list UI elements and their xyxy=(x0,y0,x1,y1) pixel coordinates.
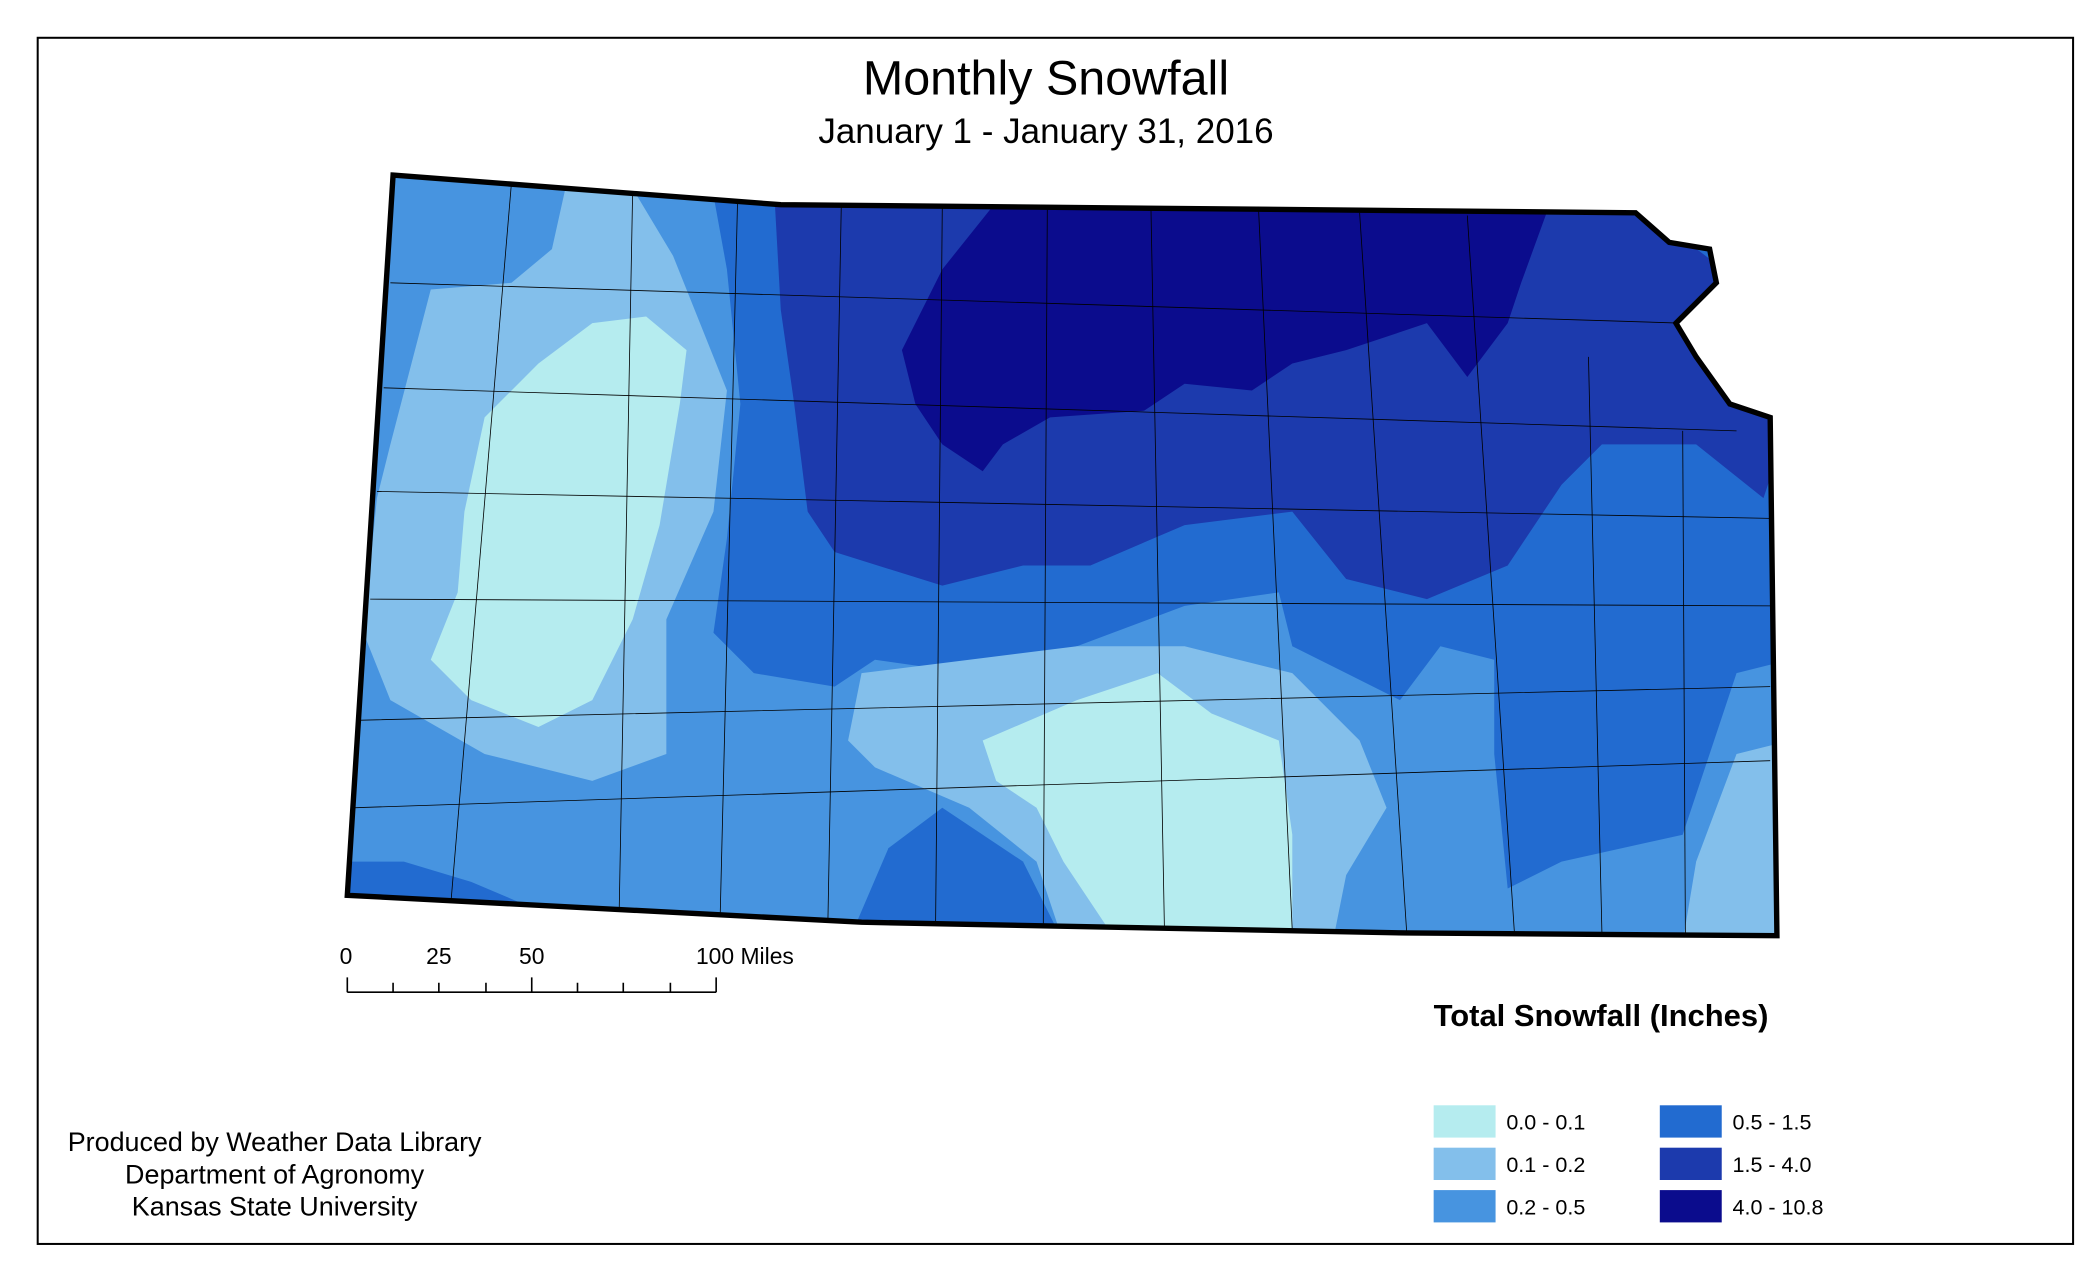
legend-swatch xyxy=(1433,1147,1496,1180)
zone-0.1-0.2-southeast xyxy=(1682,740,1777,936)
legend-label: 4.0 - 10.8 xyxy=(1733,1195,1824,1219)
scale-bar: 0 25 50 100 Miles xyxy=(340,943,794,994)
legend-label: 0.1 - 0.2 xyxy=(1506,1153,1585,1177)
zone-0.0-0.1-west xyxy=(430,316,687,728)
map-subtitle: January 1 - January 31, 2016 xyxy=(818,112,1273,151)
legend-swatch xyxy=(1659,1105,1722,1138)
legend-label: 0.5 - 1.5 xyxy=(1733,1111,1812,1135)
legend: Total Snowfall (Inches) 0.0 - 0.1 0.1 - 0… xyxy=(1433,998,1824,1223)
zone-4.0-10.8 xyxy=(901,202,1549,472)
county-lines xyxy=(352,181,1771,934)
legend-swatch xyxy=(1433,1190,1496,1223)
scale-label-0: 0 xyxy=(340,943,353,969)
credit-line: Department of Agronomy xyxy=(125,1159,425,1189)
kansas-outline xyxy=(344,172,1780,939)
credit-line: Kansas State University xyxy=(132,1192,418,1222)
legend-label: 0.2 - 0.5 xyxy=(1506,1195,1585,1219)
scale-label-25: 25 xyxy=(426,943,451,969)
legend-title: Total Snowfall (Inches) xyxy=(1434,998,1769,1033)
map-title: Monthly Snowfall xyxy=(863,51,1229,105)
scale-label-50: 50 xyxy=(519,943,544,969)
scale-label-100: 100 Miles xyxy=(696,943,794,969)
legend-label: 0.0 - 0.1 xyxy=(1506,1111,1585,1135)
zone-0.5-1.5-southwest xyxy=(347,861,525,905)
legend-swatch xyxy=(1659,1147,1722,1180)
legend-swatch xyxy=(1433,1105,1496,1138)
zone-0.5-1.5-south xyxy=(848,807,1064,936)
legend-swatch xyxy=(1659,1190,1722,1223)
zone-0.0-0.1-south xyxy=(982,673,1293,936)
credits: Produced by Weather Data Library Departm… xyxy=(68,1127,482,1222)
kansas-state xyxy=(347,175,1777,936)
scale-bar-line xyxy=(346,977,717,994)
legend-label: 1.5 - 4.0 xyxy=(1733,1153,1812,1177)
credit-line: Produced by Weather Data Library xyxy=(68,1127,482,1157)
